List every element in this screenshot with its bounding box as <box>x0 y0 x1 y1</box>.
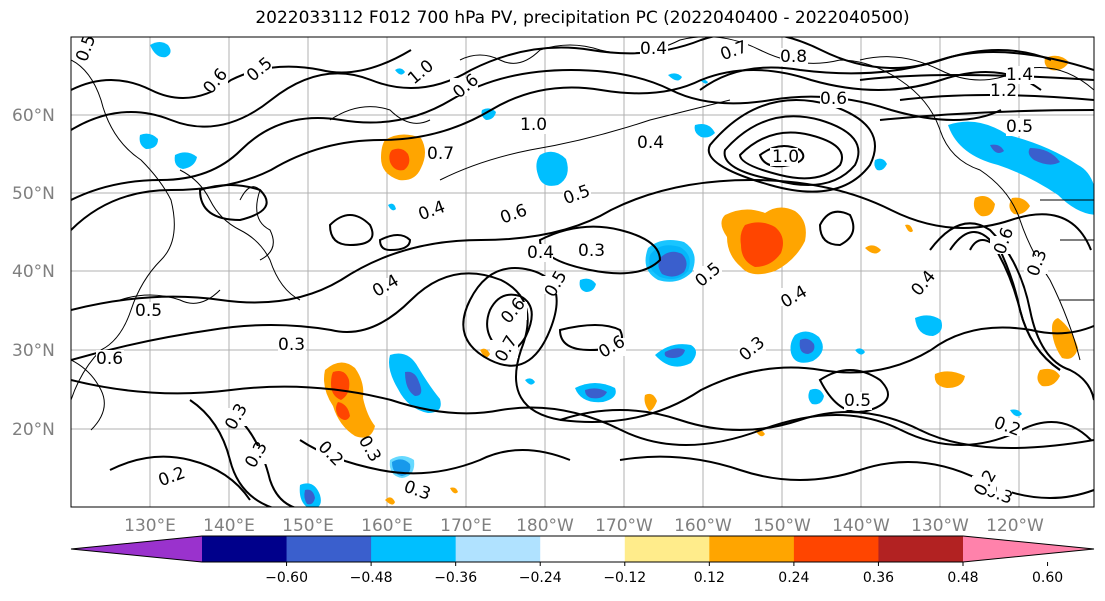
map-title: 2022033112 F012 700 hPa PV, precipitatio… <box>255 8 910 28</box>
contour-label: 0.7 <box>427 144 454 164</box>
latitude-labels: 60°N 50°N 40°N 30°N 20°N <box>12 106 55 440</box>
contour-label: 1.2 <box>990 81 1017 101</box>
contour-label: 0.4 <box>527 243 554 263</box>
colorbar-segment <box>709 536 795 562</box>
contour-label: 0.5 <box>1006 117 1033 137</box>
lon-label: 140°E <box>203 516 255 536</box>
colorbar: −0.60 −0.48 −0.36 −0.24 −0.12 0.12 0.24 0.36 0.4… <box>70 535 1095 586</box>
colorbar-segment <box>455 536 541 562</box>
lat-label: 30°N <box>12 341 55 361</box>
lon-label: 160°E <box>361 516 413 536</box>
colorbar-extend-high <box>963 536 1094 562</box>
colorbar-tick-label: 0.12 <box>694 570 725 586</box>
contour-label: 0.3 <box>578 241 605 261</box>
colorbar-tick-label: 0.48 <box>947 570 978 586</box>
contour-label: 1.4 <box>1006 65 1033 85</box>
contour-label: 0.6 <box>96 349 123 369</box>
contour-label: 0.8 <box>780 47 807 67</box>
colorbar-segment <box>371 536 457 562</box>
contour-label: 0.3 <box>278 335 305 355</box>
colorbar-tick-label: −0.48 <box>350 570 393 586</box>
colorbar-segment <box>624 536 710 562</box>
precip-positive-shading <box>324 55 1078 505</box>
contour-label: 1.0 <box>772 147 799 167</box>
contour-label: 0.4 <box>640 39 667 59</box>
lon-label: 140°W <box>832 516 890 536</box>
colorbar-tick-label: −0.24 <box>519 570 562 586</box>
colorbar-segment <box>878 536 964 562</box>
colorbar-tick-label: −0.60 <box>265 570 308 586</box>
lon-label: 170°E <box>440 516 492 536</box>
colorbar-extend-low <box>71 536 202 562</box>
map-panel <box>71 37 1094 507</box>
contour-label: 0.6 <box>820 89 847 109</box>
colorbar-tick-label: −0.12 <box>603 570 646 586</box>
contour-label: 1.0 <box>520 115 547 135</box>
colorbar-tick-label: 0.60 <box>1032 570 1063 586</box>
lat-label: 20°N <box>12 420 55 440</box>
map-border <box>70 36 1095 508</box>
longitude-labels: 130°E 140°E 150°E 160°E 170°E 180°W 170°… <box>124 516 1044 536</box>
contour-labels: 0.5 0.6 0.5 1.0 0.6 0.4 0.7 0.8 1.4 1.2 … <box>72 37 1051 507</box>
colorbar-outline <box>70 535 1095 563</box>
lon-label: 180°W <box>516 516 574 536</box>
lon-label: 120°W <box>986 516 1044 536</box>
colorbar-segment <box>540 536 626 562</box>
colorbar-segment <box>286 536 372 562</box>
lat-label: 40°N <box>12 262 55 282</box>
lon-label: 130°W <box>911 516 969 536</box>
colorbar-segment <box>793 536 879 562</box>
lon-label: 150°W <box>753 516 811 536</box>
contour-label: 0.4 <box>637 133 664 153</box>
colorbar-segment <box>202 536 288 562</box>
colorbar-tick-label: −0.36 <box>434 570 477 586</box>
lon-label: 170°W <box>595 516 653 536</box>
contour-label: 0.5 <box>135 301 162 321</box>
colorbar-tick-label: 0.36 <box>863 570 894 586</box>
lat-label: 50°N <box>12 184 55 204</box>
colorbar-tick-label: 0.24 <box>778 570 809 586</box>
lon-label: 150°E <box>282 516 334 536</box>
contour-label: 0.5 <box>844 391 871 411</box>
lat-label: 60°N <box>12 106 55 126</box>
pv-contours <box>71 37 1094 507</box>
lon-label: 130°E <box>124 516 176 536</box>
lon-label: 160°W <box>674 516 732 536</box>
